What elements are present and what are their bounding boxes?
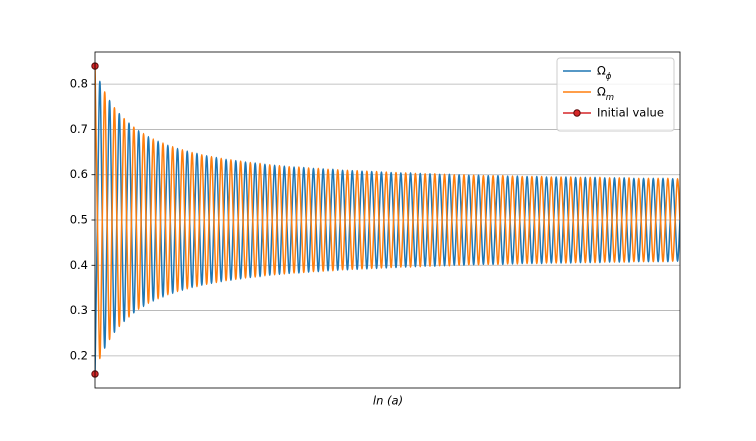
series-line	[95, 80, 680, 374]
y-tick-label: 0.2	[70, 348, 88, 362]
y-tick-label: 0.4	[70, 258, 88, 272]
legend-marker	[573, 109, 581, 117]
legend-label: Initial value	[597, 106, 664, 120]
y-tick-label: 0.8	[70, 77, 88, 91]
y-tick-label: 0.5	[70, 213, 88, 227]
series-line	[95, 66, 680, 360]
y-tick-label: 0.6	[70, 167, 88, 181]
axes-frame	[94, 51, 681, 389]
y-tick-label: 0.7	[70, 122, 88, 136]
x-axis-label: ln (a)	[373, 394, 403, 408]
y-tick-label: 0.3	[70, 303, 88, 317]
legend-box	[556, 57, 675, 132]
